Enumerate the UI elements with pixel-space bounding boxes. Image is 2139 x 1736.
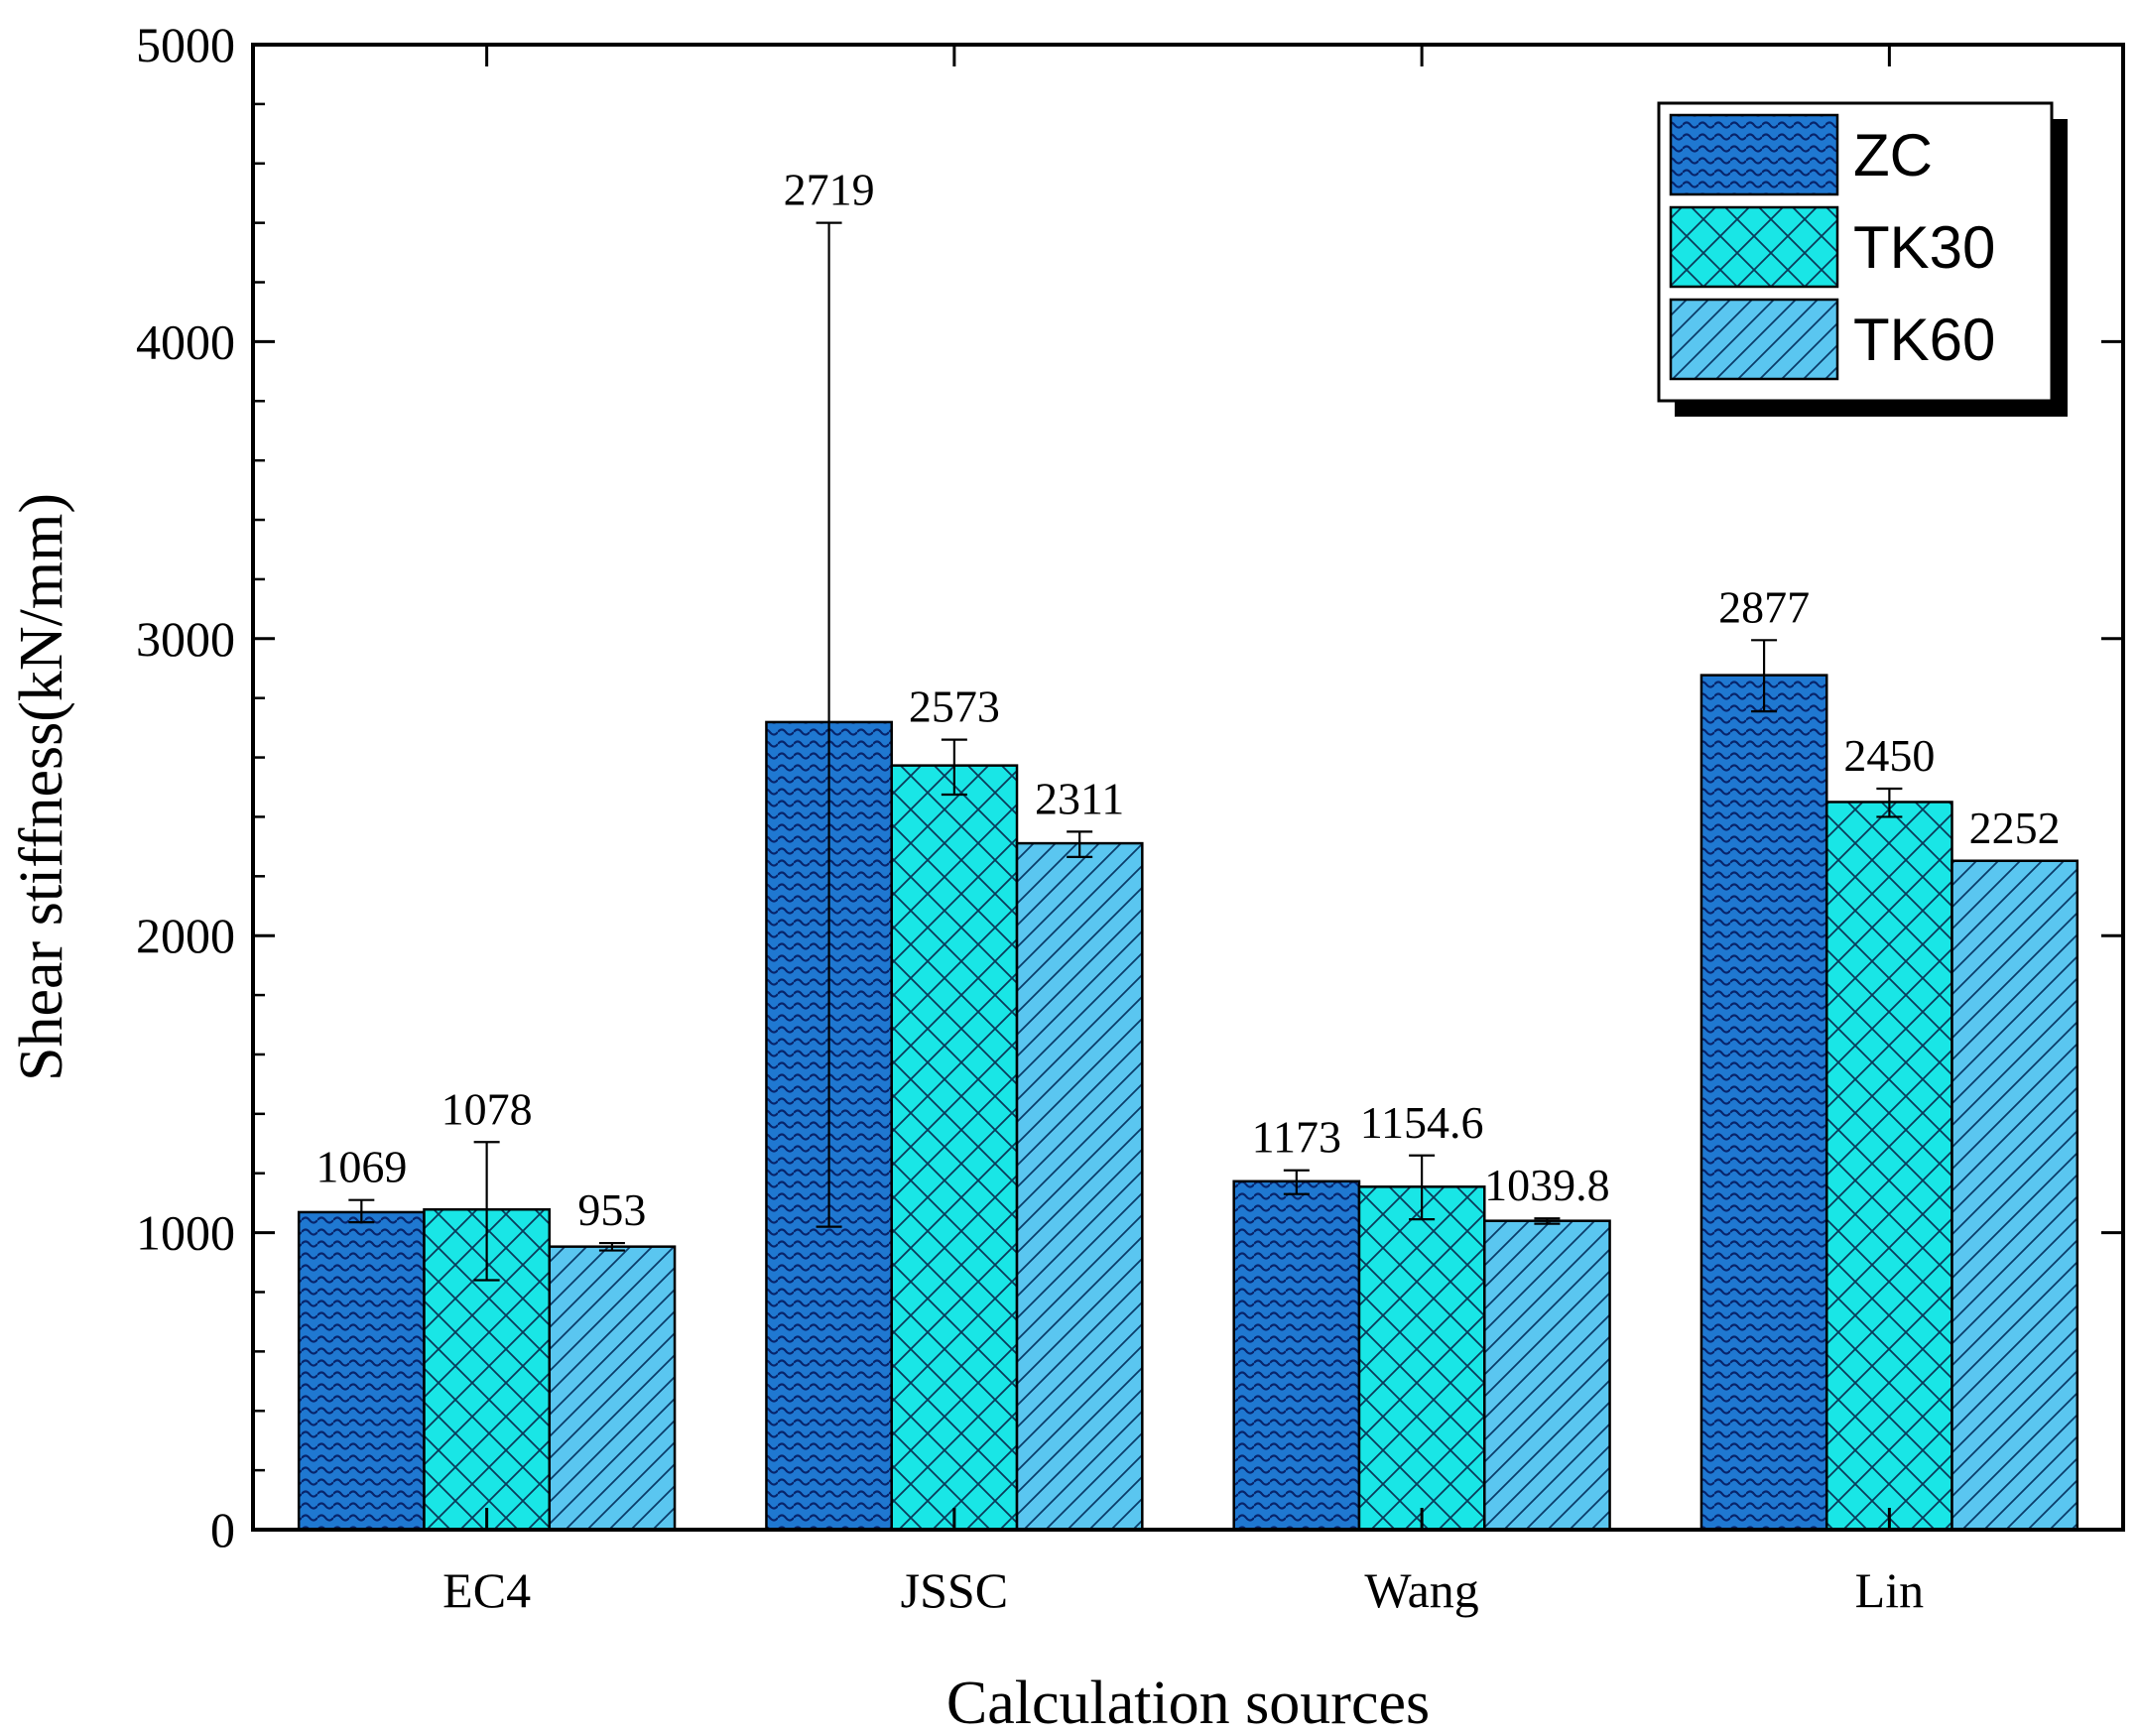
data-label: 2252 — [1969, 803, 2061, 853]
x-axis-title: Calculation sources — [946, 1670, 1430, 1736]
x-tick-label: EC4 — [442, 1562, 531, 1618]
data-label: 1173 — [1252, 1112, 1341, 1163]
data-label: 1078 — [441, 1083, 533, 1134]
data-label: 2877 — [1718, 581, 1810, 632]
plot-frame — [251, 43, 2125, 1532]
bar — [1824, 801, 1953, 1532]
bar — [890, 764, 1019, 1532]
legend: ZC TK30 TK60 — [1657, 101, 2068, 417]
y-tick-label: 1000 — [136, 1205, 235, 1261]
y-axis: 0 1000 2000 3000 4000 5000 — [136, 17, 2123, 1557]
legend-swatch — [1669, 205, 1839, 289]
data-label: 2719 — [784, 165, 875, 215]
bar — [1357, 1185, 1486, 1532]
y-tick-label: 0 — [210, 1502, 235, 1557]
bar — [297, 1210, 426, 1532]
y-tick-label: 2000 — [136, 908, 235, 963]
legend-label: TK30 — [1853, 214, 1995, 281]
legend-label: TK60 — [1853, 307, 1995, 373]
data-label: 2573 — [909, 682, 1000, 732]
bars-layer — [297, 674, 2079, 1532]
bar — [548, 1245, 677, 1532]
data-label: 1154.6 — [1360, 1097, 1484, 1148]
data-label: 953 — [577, 1184, 646, 1235]
legend-swatch — [1669, 298, 1839, 381]
y-tick-label: 5000 — [136, 17, 235, 72]
legend-swatch — [1669, 113, 1839, 196]
x-tick-label: JSSC — [901, 1562, 1008, 1618]
x-tick-label: Wang — [1364, 1562, 1478, 1618]
data-label: 1069 — [315, 1142, 407, 1192]
bar — [1015, 841, 1144, 1532]
y-tick-label: 3000 — [136, 611, 235, 667]
error-bars-layer — [348, 221, 1903, 1282]
bar — [1699, 674, 1828, 1532]
x-axis: EC4 JSSC Wang Lin — [442, 45, 1924, 1618]
bar — [1950, 859, 2079, 1532]
legend-label: ZC — [1853, 122, 1933, 188]
bar — [1232, 1179, 1361, 1532]
data-label: 1039.8 — [1484, 1160, 1610, 1210]
bar — [1483, 1219, 1611, 1532]
data-label: 2311 — [1035, 773, 1124, 823]
y-axis-title: Shear stiffness(kN/mm) — [8, 493, 75, 1081]
y-tick-label: 4000 — [136, 313, 235, 369]
data-label: 2450 — [1843, 730, 1935, 781]
x-tick-label: Lin — [1855, 1562, 1924, 1618]
